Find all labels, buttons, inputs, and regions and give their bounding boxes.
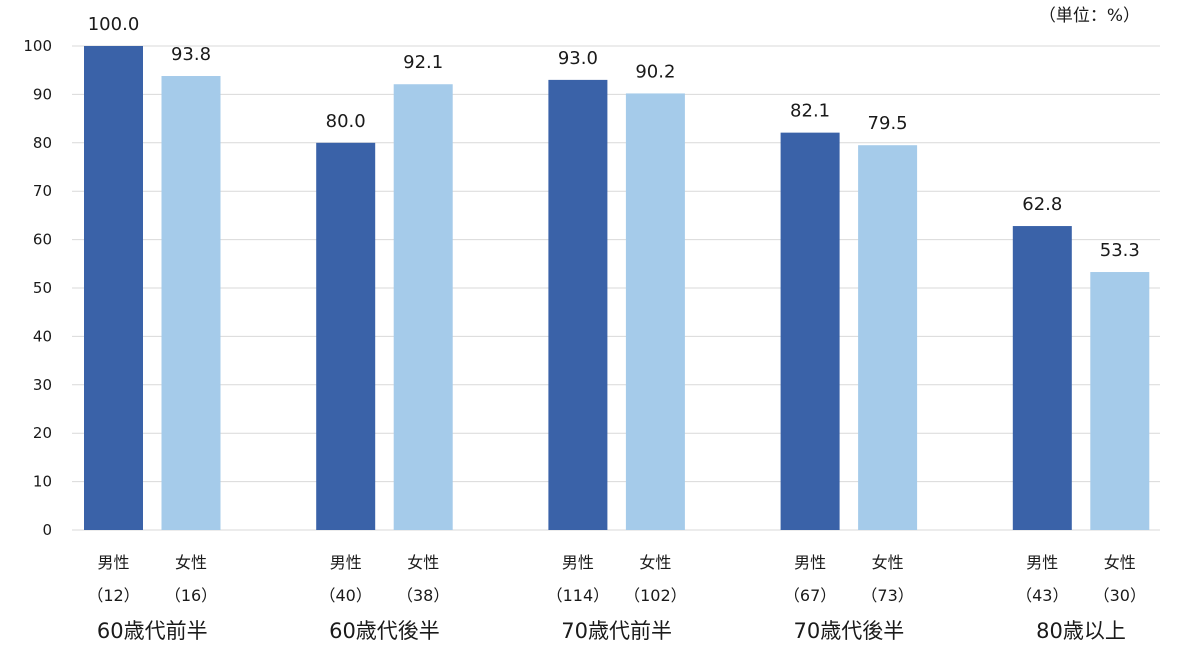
data-label: 79.5 [868,113,908,134]
series-name-label: 男性 [794,553,826,572]
y-tick-label: 20 [33,424,52,442]
series-name-label: 女性 [1104,553,1136,572]
sample-count-label: （102） [624,586,687,605]
bar-female [625,93,685,530]
data-label: 100.0 [88,14,140,35]
y-tick-label: 90 [33,85,52,103]
y-tick-label: 80 [33,134,52,152]
y-tick-label: 100 [23,37,52,55]
y-tick-label: 50 [33,279,52,297]
bars [84,46,1150,531]
unit-label: （単位：%） [1039,6,1140,26]
data-label: 93.8 [171,44,211,65]
category-label: 60歳代後半 [329,619,440,643]
category-label: 70歳代後半 [793,619,904,643]
sample-count-label: （67） [784,586,836,605]
y-tick-label: 10 [33,473,52,491]
data-labels: 100.0 93.8 80.0 92.1 93.0 90.2 82.1 79.5 62.8 53.… [88,14,1140,261]
bar-male [780,132,840,531]
sample-count-label: （16） [165,586,217,605]
y-tick-label: 60 [33,231,52,249]
bar-male [84,46,143,530]
y-tick-label: 70 [33,182,52,200]
bar-female [1090,272,1150,530]
y-axis: 0 10 20 30 40 50 60 70 80 90 100 [23,37,52,539]
sample-count-label: （40） [320,586,372,605]
y-tick-label: 30 [33,376,52,394]
data-label: 80.0 [326,111,366,132]
series-name-label: 男性 [97,553,129,572]
data-label: 82.1 [790,101,830,122]
bar-female [161,76,221,531]
y-tick-label: 0 [42,521,52,539]
data-label: 92.1 [403,52,443,73]
bar-female [393,84,453,531]
category-label: 70歳代前半 [561,619,672,643]
category-label: 80歳以上 [1036,619,1126,643]
data-label: 93.0 [558,48,598,69]
gridlines [72,45,1160,531]
series-name-label: 男性 [1026,553,1058,572]
sample-count-label: （73） [861,586,913,605]
sample-count-label: （12） [87,586,139,605]
sample-count-label: （38） [397,586,449,605]
sample-count-label: （114） [547,586,610,605]
series-name-label: 女性 [872,553,904,572]
bar-male [316,142,376,531]
data-label: 53.3 [1100,240,1140,261]
sample-count-label: （30） [1094,586,1146,605]
category-label: 60歳代前半 [97,619,208,643]
y-tick-label: 40 [33,327,52,345]
sample-count-label: （43） [1016,586,1068,605]
bar-female [858,145,918,530]
data-label: 62.8 [1022,194,1062,215]
data-label: 90.2 [635,61,675,82]
bar-male [1012,226,1072,530]
series-name-label: 女性 [639,553,671,572]
series-name-label: 女性 [175,553,207,572]
series-name-label: 女性 [407,553,439,572]
series-name-label: 男性 [562,553,594,572]
series-name-label: 男性 [330,553,362,572]
x-axis-labels: 男性 （12） 女性 （16） 60歳代前半 男性 （40） 女性 （38） 60歳代後半 男性 （1… [87,553,1146,643]
bar-male [548,79,608,530]
